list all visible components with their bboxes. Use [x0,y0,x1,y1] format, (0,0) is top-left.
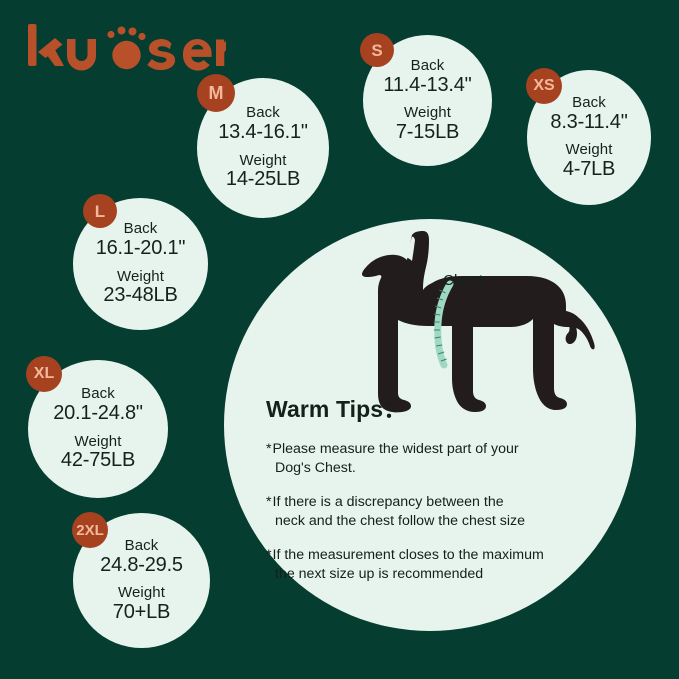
weight-label: Weight [117,584,165,601]
tip-line-1: If there is a discrepancy between the [272,493,504,510]
weight-value: 23-48LB [103,284,178,307]
chest-label: Chest [443,272,484,289]
warm-tips-block: Warm Tips： *Please measure the widest pa… [266,390,606,599]
back-label: Back [123,220,158,238]
size-badge-l[interactable]: L [83,194,117,228]
dog-silhouette [334,228,596,428]
back-label: Back [124,536,159,554]
dog-silhouette-icon [362,231,595,413]
measuring-tape-icon [433,280,454,369]
tip-bullet: * [266,546,272,563]
tip-line-2: neck and the chest follow the chest size [275,513,525,530]
weight-value: 42-75LB [60,449,136,472]
size-bubble-m: Back 13.4-16.1" Weight 14-25LB [197,78,329,218]
weight-value: 4-7LB [562,157,616,180]
back-value: 20.1-24.8" [53,402,143,425]
back-value: 24.8-29.5 [100,553,183,576]
tip-bullet: * [266,493,272,510]
tip-bullet: * [266,441,272,457]
back-label: Back [410,56,445,74]
tip-line-2: Dog's Chest. [275,460,356,477]
weight-label: Weight [403,104,451,121]
weight-label: Weight [116,267,164,285]
back-value: 11.4-13.4" [383,73,472,96]
weight-label: Weight [74,432,122,450]
back-label: Back [572,93,606,111]
back-value: 8.3-11.4" [550,110,628,133]
weight-value: 7-15LB [395,120,460,143]
tip-line-2: the next size up is recommended [275,566,484,583]
tip-item: *If there is a discrepancy between the n… [266,493,606,532]
size-badge-s[interactable]: S [360,33,394,67]
warm-tips-title: Warm Tips： [266,396,407,422]
weight-value: 70+LB [112,600,171,623]
size-badge-2xl[interactable]: 2XL [72,512,108,548]
tip-line-1: Please measure the widest part of your [272,441,519,457]
size-badge-xs[interactable]: XS [526,68,562,104]
back-label: Back [81,385,115,403]
back-value: 13.4-16.1" [218,121,308,144]
size-badge-xl[interactable]: XL [26,356,62,392]
weight-label: Weight [565,141,613,158]
back-value: 16.1-20.1" [95,237,186,260]
tip-item: *Please measure the widest part of your … [266,440,606,479]
weight-value: 14-25LB [225,168,301,191]
kuoser-logo-icon [28,24,231,71]
weight-label: Weight [239,151,287,169]
brand-logo [26,22,231,76]
tip-item: *If the measurement closes to the maximu… [266,546,606,585]
size-badge-m[interactable]: M [197,74,235,112]
tip-line-1: If the measurement closes to the maximum [272,546,544,563]
back-label: Back [246,104,280,122]
